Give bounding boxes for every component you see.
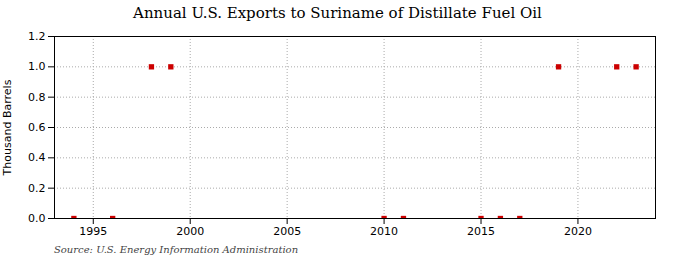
svg-text:1.0: 1.0 xyxy=(28,60,46,73)
svg-text:2010: 2010 xyxy=(370,225,398,238)
svg-text:0.6: 0.6 xyxy=(28,121,46,134)
svg-text:0.2: 0.2 xyxy=(28,182,46,195)
html-text:Source: U.S. Energy Informatio: Source: U.S. Energy Information Administ… xyxy=(54,244,299,255)
svg-text:2020: 2020 xyxy=(564,225,592,238)
svg-text:0.4: 0.4 xyxy=(28,151,46,164)
svg-text:1995: 1995 xyxy=(79,225,107,238)
html-text:Annual U.S. Exports to Surinam: Annual U.S. Exports to Suriname of Disti… xyxy=(133,4,542,22)
svg-text:2015: 2015 xyxy=(467,225,495,238)
svg-text:0.0: 0.0 xyxy=(28,212,46,225)
svg-text:2000: 2000 xyxy=(176,225,204,238)
svg-text:0.8: 0.8 xyxy=(28,91,46,104)
svg-text:2005: 2005 xyxy=(273,225,301,238)
svg-text:Thousand Barrels: Thousand Barrels xyxy=(1,79,14,176)
svg-text:1.2: 1.2 xyxy=(28,30,46,43)
